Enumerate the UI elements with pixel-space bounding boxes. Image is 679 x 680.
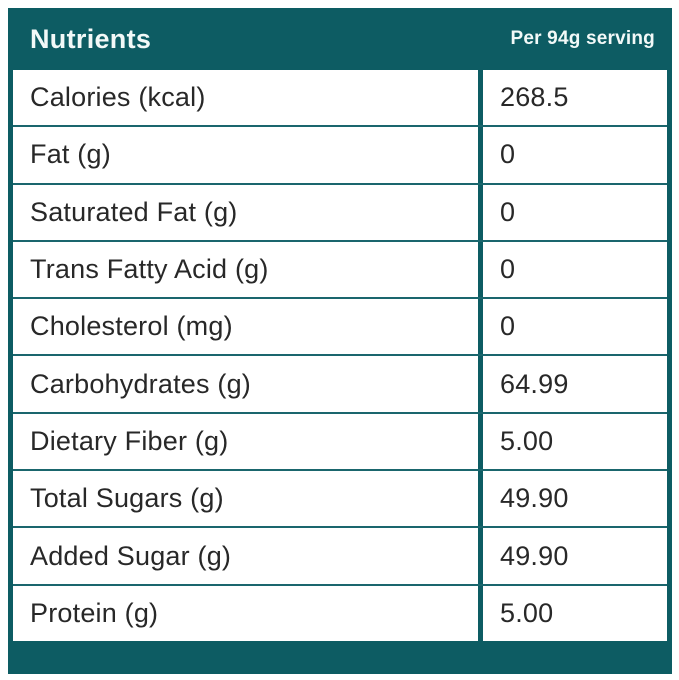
table-row-dietary-fiber: Dietary Fiber (g) 5.00 (13, 411, 667, 470)
table-body: Calories (kcal) 268.5 Fat (g) 0 Saturate… (8, 70, 672, 641)
table-row-total-sugars: Total Sugars (g) 49.90 (13, 469, 667, 527)
table-row-saturated-fat: Saturated Fat (g) 0 (13, 182, 667, 240)
table-row-cholesterol: Cholesterol (mg) 0 (13, 297, 667, 355)
nutrient-name-cell: Cholesterol (mg) (30, 311, 233, 342)
nutrient-name-cell: Added Sugar (g) (30, 540, 232, 571)
nutrient-value-cell: 49.90 (478, 528, 667, 584)
table-row-added-sugar: Added Sugar (g) 49.90 (13, 526, 667, 584)
nutrient-value-cell: 64.99 (478, 356, 667, 412)
nutrient-name-cell: Fat (g) (30, 139, 111, 170)
nutrient-name-cell: Protein (g) (30, 597, 159, 628)
nutrient-value-cell: 5.00 (478, 585, 667, 641)
nutrition-table: Nutrients Per 94g serving Calories (kcal… (8, 8, 672, 674)
table-row-calories: Calories (kcal) 268.5 (13, 70, 667, 126)
nutrient-name-cell: Carbohydrates (g) (30, 368, 251, 399)
nutrient-name-cell: Dietary Fiber (g) (30, 425, 229, 456)
nutrients-column-header: Nutrients (30, 23, 152, 54)
serving-size-column-header: Per 94g serving (510, 28, 655, 49)
nutrient-value-cell: 0 (478, 241, 667, 298)
nutrient-name-cell: Trans Fatty Acid (g) (30, 254, 269, 285)
table-footer-band (8, 641, 672, 674)
nutrient-value-cell: 49.90 (478, 471, 667, 527)
nutrient-name-cell: Total Sugars (g) (30, 483, 224, 514)
nutrient-value-cell: 5.00 (478, 413, 667, 470)
nutrient-name-cell: Calories (kcal) (30, 82, 206, 113)
table-row-protein: Protein (g) 5.00 (13, 583, 667, 641)
nutrient-value-cell: 0 (478, 184, 667, 240)
nutrient-value-cell: 268.5 (478, 70, 667, 126)
nutrient-value-cell: 0 (478, 127, 667, 183)
nutrient-name-cell: Saturated Fat (g) (30, 196, 238, 227)
table-row-carbohydrates: Carbohydrates (g) 64.99 (13, 354, 667, 412)
table-header: Nutrients Per 94g serving (8, 8, 672, 70)
table-row-trans-fatty-acid: Trans Fatty Acid (g) 0 (13, 239, 667, 298)
nutrient-value-cell: 0 (478, 299, 667, 355)
table-row-fat: Fat (g) 0 (13, 125, 667, 183)
